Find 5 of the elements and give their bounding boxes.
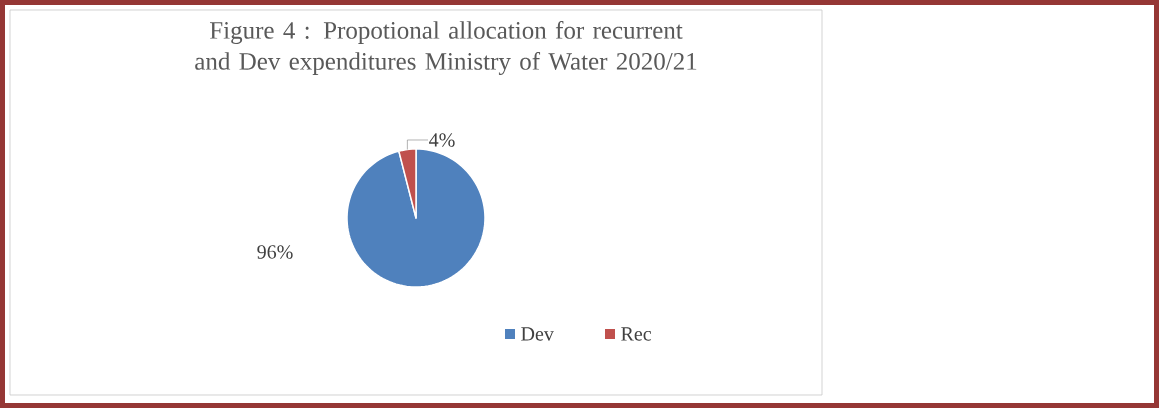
data-label: 96% bbox=[257, 245, 293, 259]
data-label: 4% bbox=[429, 133, 455, 147]
legend-label: Rec bbox=[621, 327, 652, 341]
chart-title: Figure 4 : Propotional allocation for recurrent and Dev expenditures Ministry of Water 2020/21 bbox=[195, 21, 697, 75]
legend-label: Dev bbox=[521, 327, 554, 341]
